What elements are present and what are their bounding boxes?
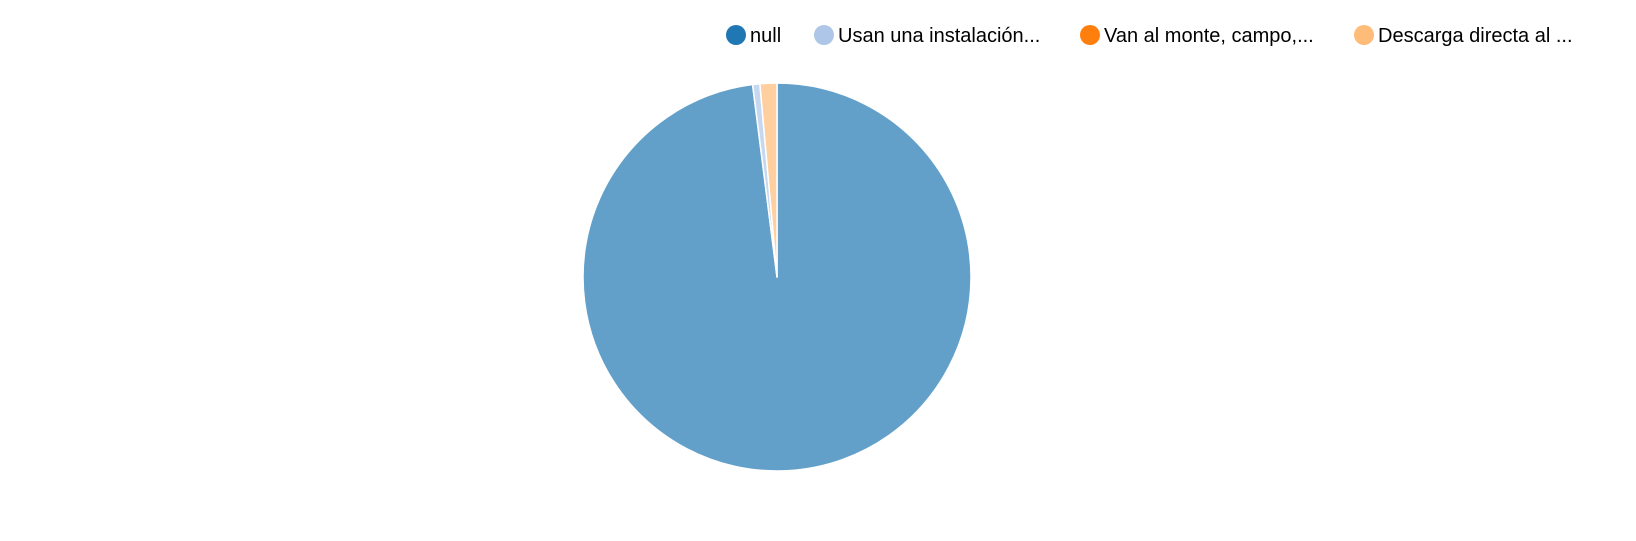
legend-item: null [726, 25, 781, 47]
legend-item: Usan una instalación... [814, 25, 1040, 47]
legend-label: Van al monte, campo,... [1104, 25, 1314, 47]
legend-swatch [726, 25, 746, 45]
legend-label: Usan una instalación... [838, 25, 1040, 47]
legend-swatch [814, 25, 834, 45]
legend: null Usan una instalación... Van al monte,… [726, 25, 1573, 47]
legend-label: Descarga directa al ... [1378, 25, 1573, 47]
legend-item: Van al monte, campo,... [1080, 25, 1314, 47]
legend-label: null [750, 25, 781, 47]
legend-swatch [1080, 25, 1100, 45]
legend-swatch [1354, 25, 1374, 45]
legend-item: Descarga directa al ... [1354, 25, 1573, 47]
pie-slice[interactable] [759, 82, 778, 278]
pie-slices [582, 82, 972, 472]
